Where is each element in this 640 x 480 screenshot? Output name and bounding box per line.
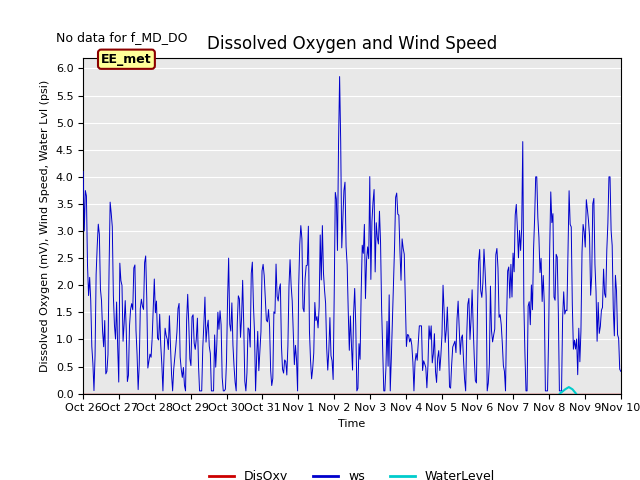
Y-axis label: Dissolved Oxygen (mV), Wind Speed, Water Lvl (psi): Dissolved Oxygen (mV), Wind Speed, Water… — [40, 80, 50, 372]
Legend: DisOxy, ws, WaterLevel: DisOxy, ws, WaterLevel — [204, 465, 500, 480]
Text: EE_met: EE_met — [101, 53, 152, 66]
X-axis label: Time: Time — [339, 419, 365, 429]
Text: No data for f_MD_DO: No data for f_MD_DO — [56, 31, 188, 44]
Title: Dissolved Oxygen and Wind Speed: Dissolved Oxygen and Wind Speed — [207, 35, 497, 53]
